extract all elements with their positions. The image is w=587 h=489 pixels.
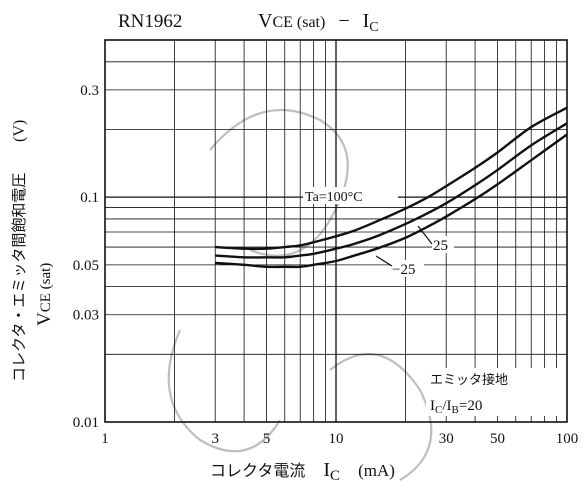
label-25-bg [432,236,454,253]
y-tick-label: 0.05 [73,258,99,274]
x-tick-label: 100 [556,431,579,447]
x-tick-label: 5 [263,431,271,447]
title-dash: − [338,10,349,32]
title-i: I [363,10,370,32]
x-axis-label-unit: (mA) [358,461,395,480]
annotation-slash: / [442,398,447,414]
series-line-0 [215,106,568,251]
series-lines [215,106,568,269]
series-label-25: 25 [433,238,448,254]
annotation-eq: =20 [459,398,482,414]
y-axis-label-sym: V [34,312,55,326]
y-tick-label: 0.1 [80,190,99,206]
y-tick-labels: 0.01 0.03 0.05 0.1 0.3 [73,83,99,431]
x-tick-label: 30 [439,431,454,447]
x-tick-label: 3 [211,431,219,447]
x-tick-label: 1 [101,431,109,447]
annotation-bg [426,368,558,416]
series-label-minus25: −25 [392,262,415,278]
y-axis-label-sub: CE (sat) [38,263,54,313]
plot-frame [104,39,568,423]
annotation-ib-sub: B [452,404,459,416]
ta-label-bg [303,187,398,204]
annotation-ib: I [447,398,452,414]
annotation-line1: エミッタ接地 [430,372,508,388]
x-axis-label-sym: I [323,459,330,481]
series-line-1 [215,122,568,259]
series-label-minus25-leader [375,255,393,267]
title-i-sub: C [369,20,378,35]
annotation-line2: IC/IB=20 [430,398,482,416]
series-label-100: Ta=100°C [305,190,363,205]
y-tick-label: 0.3 [80,83,99,99]
chart-title: VCE (sat) − IC [258,10,379,35]
y-axis-label-unit: (V) [11,120,28,142]
y-axis-label: コレクタ・エミッタ間飽和電圧 (V) [10,120,28,382]
watermark [167,108,433,481]
title-v-sub: CE (sat) [272,14,325,31]
y-tick-label: 0.03 [73,308,99,324]
title-v: V [258,10,273,32]
x-tick-labels: 1 3 5 10 30 50 100 [101,431,578,447]
x-axis-label-jp: コレクタ電流 [210,461,305,480]
x-tick-label: 10 [329,431,344,447]
part-number: RN1962 [118,11,182,32]
series-label-25-leader [417,225,433,245]
y-axis-label-jp: コレクタ・エミッタ間飽和電圧 [10,173,28,382]
x-tick-label: 50 [490,431,505,447]
series-line-2 [215,133,568,269]
y-axis-label-symbol: VCE (sat) [34,263,55,326]
y-tick-label: 0.01 [73,415,99,431]
x-axis-label: コレクタ電流 IC (mA) [210,459,395,484]
label-m25-bg [390,260,424,277]
annotation-ic-sub: C [435,404,442,416]
x-axis-label-sub: C [330,468,340,484]
annotation-ic: I [430,398,435,414]
svg-text:VCE (sat): VCE (sat) [34,263,55,326]
